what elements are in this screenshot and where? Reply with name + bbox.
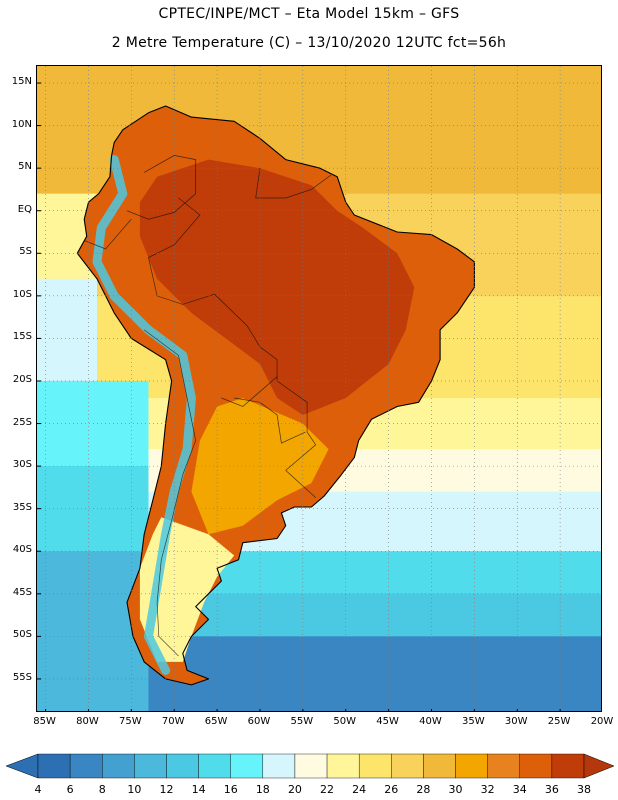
lat-tick-label: 25S — [12, 416, 32, 428]
colorbar-tick-label: 10 — [127, 783, 142, 796]
colorbar-box-8 — [294, 753, 328, 779]
pacific-band-3 — [37, 466, 149, 553]
pacific-band-1 — [37, 278, 98, 382]
lon-tick-label: 85W — [33, 716, 56, 727]
colorbar-tick-label: 30 — [448, 783, 463, 796]
lat-tick-label: EQ — [17, 203, 32, 215]
lat-tick-label: 40S — [12, 544, 32, 556]
colorbar-tick-label: 14 — [191, 783, 206, 796]
lon-tick-label: 65W — [204, 716, 228, 727]
colorbar-tick-label: 36 — [544, 783, 559, 796]
lat-tick-label: 30S — [12, 459, 32, 471]
colorbar-box-0 — [37, 753, 71, 779]
colorbar-box-16 — [551, 753, 585, 779]
land-region-central-brazil — [174, 210, 372, 381]
lon-tick-label: 25W — [547, 716, 571, 727]
lon-tick-label: 35W — [462, 716, 485, 727]
colorbar-box-13 — [455, 753, 488, 779]
lon-tick-label: 70W — [161, 716, 185, 727]
colorbar-tick-label: 28 — [416, 783, 431, 796]
colorbar-tick-label: 6 — [66, 783, 74, 796]
colorbar-tick-label: 18 — [255, 783, 270, 796]
lat-tick-label: 15S — [12, 331, 32, 343]
country-border-3 — [234, 397, 306, 444]
colorbar-box-12 — [423, 753, 456, 779]
lon-tick-label: 45W — [376, 716, 399, 727]
colorbar-tick-label: 26 — [384, 783, 399, 796]
colorbar-tick-label: 34 — [512, 783, 527, 796]
lon-tick-label: 80W — [76, 716, 99, 727]
colorbar-tick-label: 16 — [223, 783, 238, 796]
colorbar-tick-label: 4 — [34, 783, 42, 796]
colorbar-box-6 — [230, 753, 264, 779]
lat-tick-label: 20S — [12, 373, 32, 385]
country-border-0 — [148, 197, 317, 498]
lat-tick-label: 55S — [12, 671, 32, 683]
lon-tick-label: 60W — [247, 716, 271, 727]
colorbar-tick-label: 24 — [352, 783, 367, 796]
country-border-4 — [84, 218, 132, 250]
colorbar-tick-label: 20 — [287, 783, 302, 796]
lon-tick-label: 40W — [419, 716, 442, 727]
lat-tick-label: 5N — [18, 161, 32, 173]
lon-tick-label: 30W — [504, 716, 528, 727]
lat-tick-label: 10S — [12, 288, 32, 300]
lon-tick-label: 50W — [333, 716, 357, 727]
colorbar-box-14 — [487, 753, 520, 779]
country-border-6 — [221, 376, 278, 407]
colorbar-box-15 — [519, 753, 553, 779]
colorbar-tick-label: 12 — [159, 783, 174, 796]
pacific-band-4 — [37, 551, 149, 711]
colorbar-box-7 — [262, 753, 296, 779]
colorbar-tick-label: 22 — [320, 783, 335, 796]
lon-tick-label: 20W — [590, 716, 614, 727]
pacific-band-2 — [37, 380, 149, 468]
country-border-1 — [255, 168, 332, 199]
colorbar-box-1 — [69, 753, 103, 779]
colorbar-box-9 — [326, 753, 360, 779]
colorbar-box-11 — [391, 753, 424, 779]
lat-tick-label: 10N — [11, 118, 32, 130]
country-border-2 — [143, 329, 197, 657]
colorbar-box-10 — [358, 753, 392, 779]
land-region-andes — [92, 155, 196, 675]
coastline — [76, 105, 475, 686]
colorbar — [5, 753, 615, 779]
lat-tick-label: 50S — [12, 629, 32, 641]
lat-tick-label: 15N — [11, 76, 32, 88]
colorbar-box-4 — [166, 753, 199, 779]
lon-tick-label: 55W — [290, 716, 314, 727]
lat-tick-label: 45S — [12, 586, 32, 598]
colorbar-tick-label: 38 — [577, 783, 591, 796]
lat-tick-label: 35S — [12, 501, 32, 513]
lat-tick-label: 5S — [19, 246, 32, 258]
chart-title-line2: 2 Metre Temperature (C) – 13/10/2020 12U… — [111, 35, 507, 51]
colorbar-left-arrow — [5, 753, 39, 779]
map-plot-area — [36, 65, 602, 712]
colorbar-tick-label: 8 — [98, 783, 106, 796]
temperature-map — [37, 66, 601, 711]
chart-title-line1: CPTEC/INPE/MCT – Eta Model 15km – GFS — [158, 6, 460, 22]
country-border-5 — [126, 155, 197, 220]
colorbar-tick-label: 32 — [480, 783, 495, 796]
colorbar-box-5 — [198, 753, 231, 779]
colorbar-box-2 — [102, 753, 135, 779]
colorbar-right-arrow — [583, 753, 615, 779]
lon-tick-label: 75W — [119, 716, 142, 727]
colorbar-box-3 — [134, 753, 167, 779]
